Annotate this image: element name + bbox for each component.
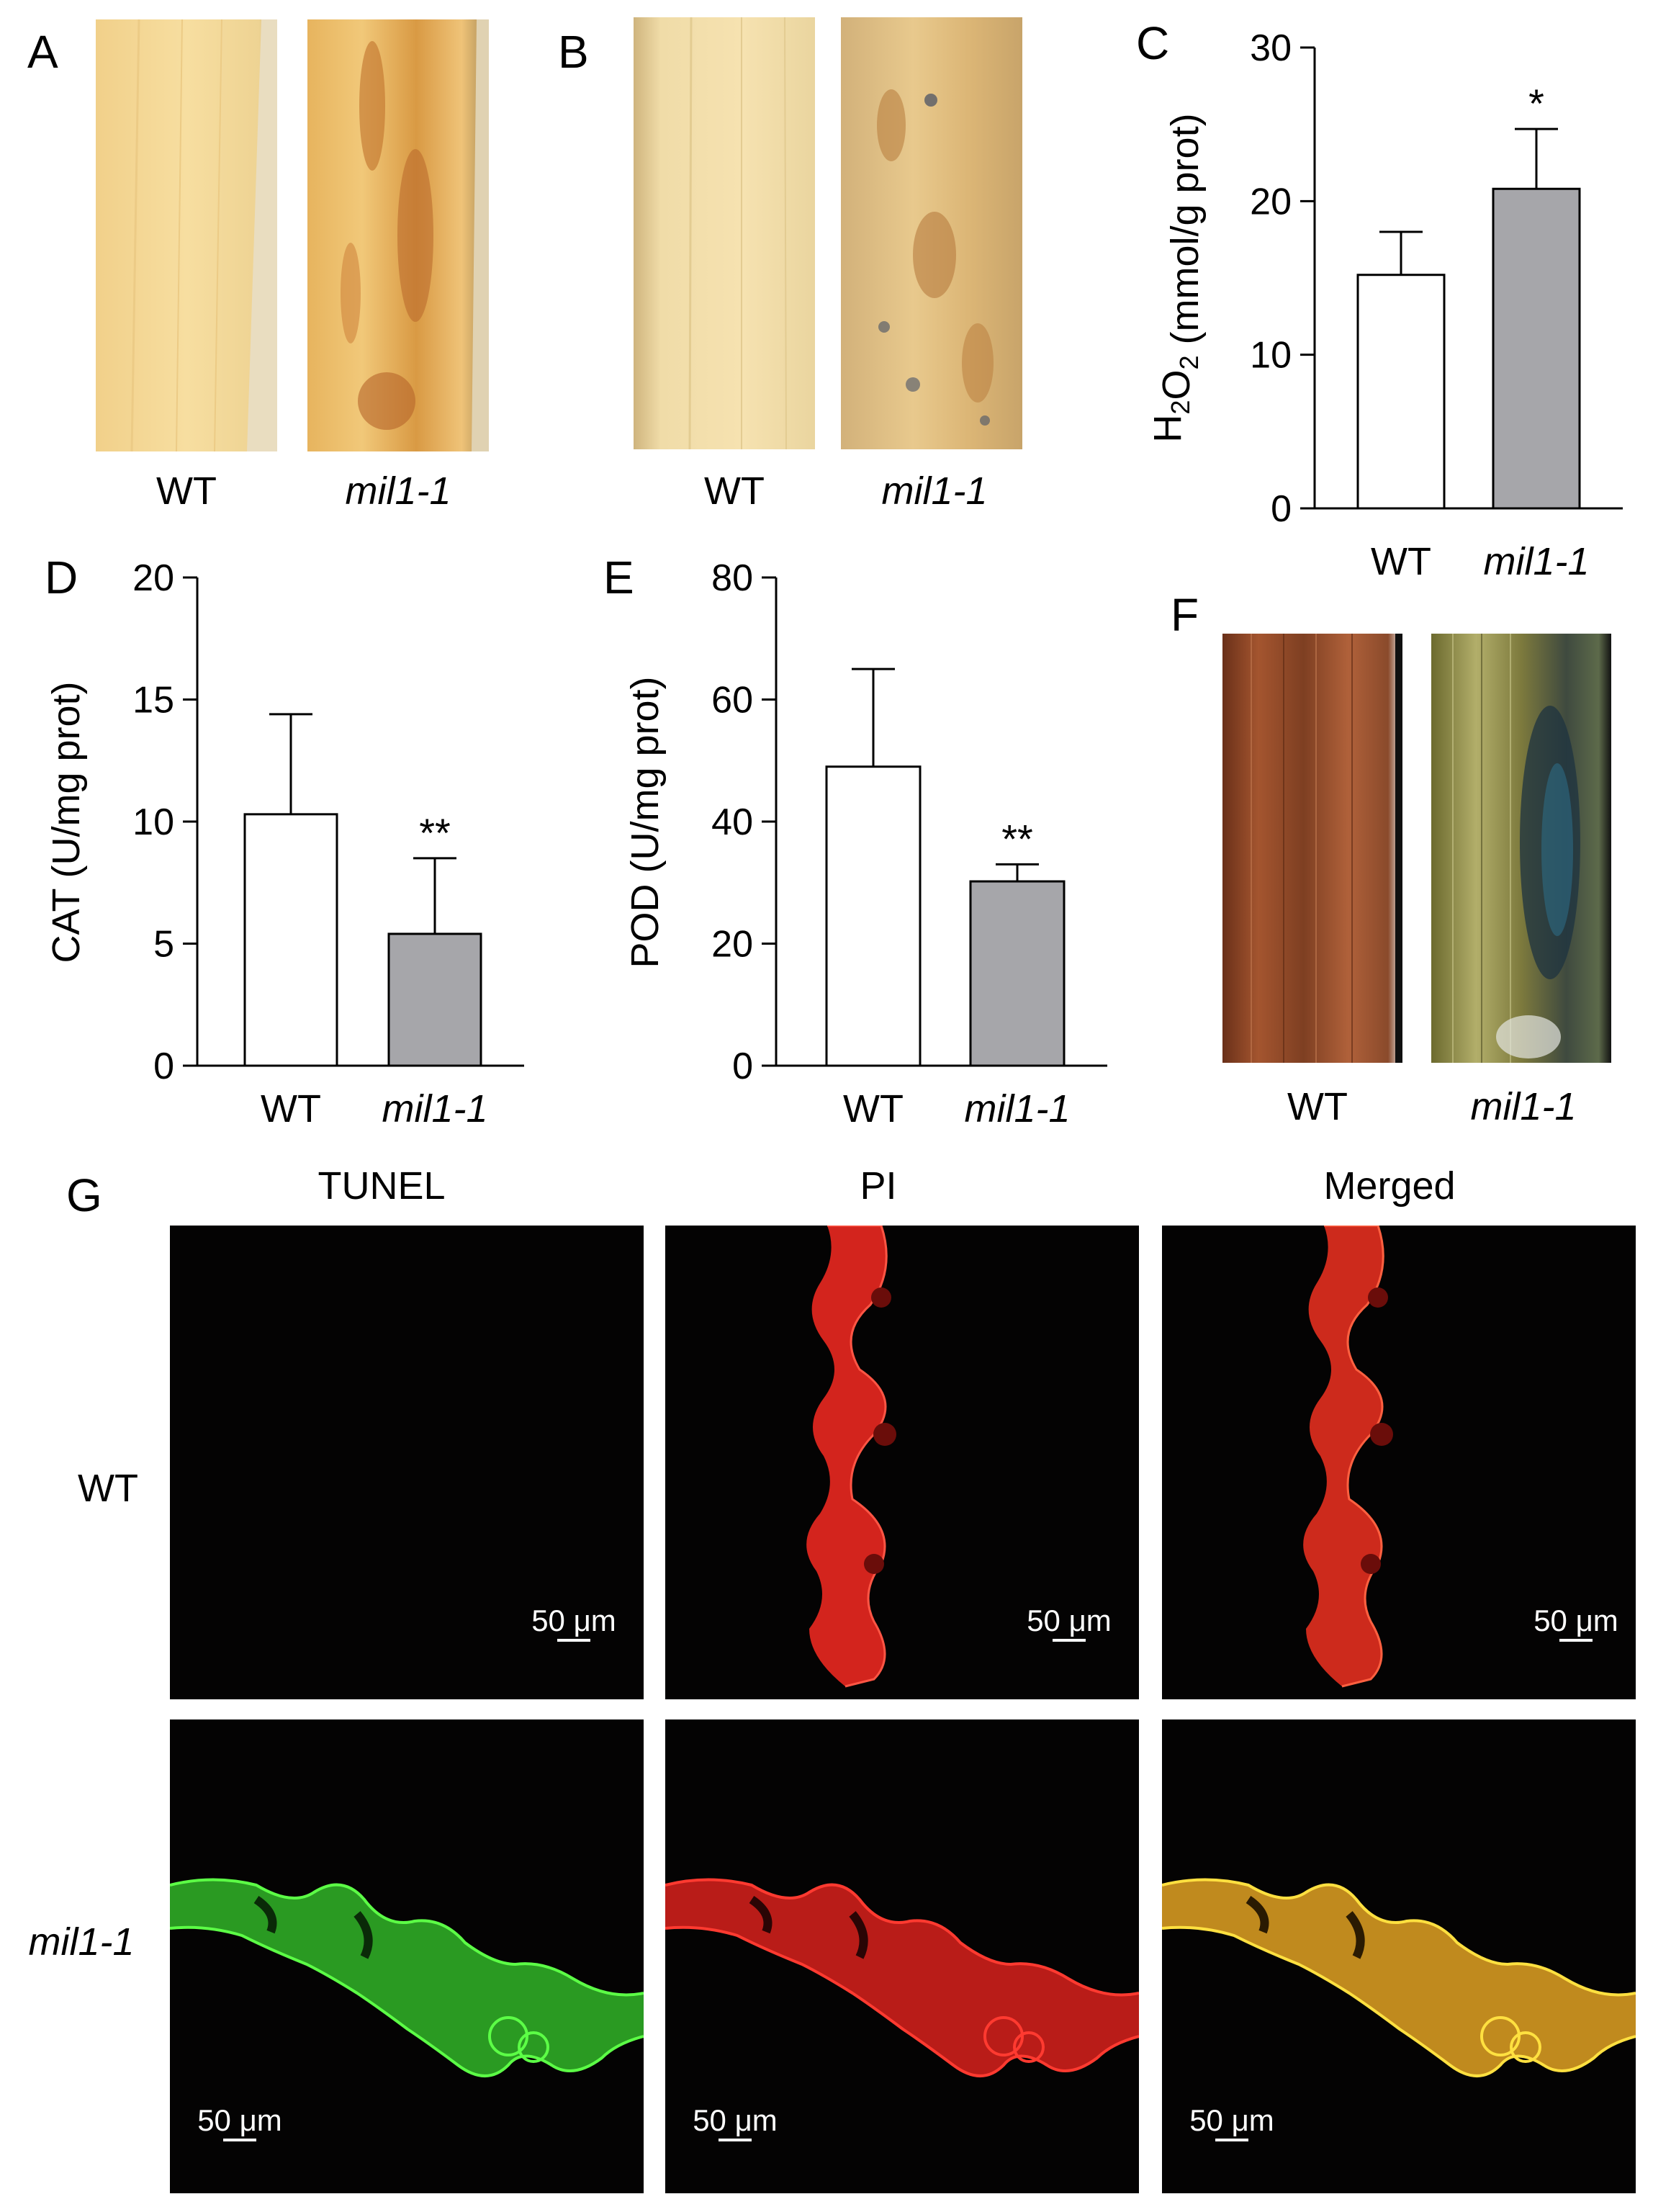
significance-marker: * bbox=[1528, 81, 1544, 126]
y-tick-label: 20 bbox=[132, 557, 174, 599]
y-tick-label: 15 bbox=[132, 680, 174, 721]
caption-a-mutant: mil1-1 bbox=[345, 469, 451, 513]
leaf-image bbox=[1431, 634, 1611, 1063]
caption-b-wt: WT bbox=[704, 469, 765, 513]
panel-label-d: D bbox=[45, 552, 78, 603]
category-label: WT bbox=[843, 1087, 904, 1130]
leaf-photo-a-mutant bbox=[307, 19, 489, 451]
bar-wt bbox=[825, 765, 922, 1067]
tissue-section bbox=[1162, 1878, 1636, 2077]
y-tick-label: 0 bbox=[1271, 488, 1292, 530]
category-label: WT bbox=[1371, 540, 1431, 583]
leaf-image bbox=[1222, 634, 1402, 1063]
chart-h2o2: WT * mil1-1 0 10 20 30 H2O2 (mmol/g prot) bbox=[1146, 27, 1623, 583]
micrograph-wt-tunel: 50 μm bbox=[170, 1226, 644, 1699]
tissue-section bbox=[806, 1226, 896, 1688]
micrograph-mutant-merged: 50 μm bbox=[1162, 1719, 1636, 2193]
leaf-image bbox=[634, 17, 815, 449]
y-tick-label: 60 bbox=[711, 680, 753, 721]
caption-f-wt: WT bbox=[1287, 1085, 1348, 1128]
panel-label-b: B bbox=[558, 26, 589, 78]
caption-a-wt: WT bbox=[156, 469, 217, 513]
bar-wt bbox=[1356, 274, 1446, 510]
scale-bar-label: 50 μm bbox=[531, 1604, 616, 1637]
y-tick-label: 20 bbox=[1250, 181, 1292, 222]
scale-bar-label: 50 μm bbox=[693, 2103, 778, 2137]
leaf-photo-a-wt bbox=[96, 19, 277, 451]
category-label: mil1-1 bbox=[964, 1087, 1070, 1130]
micrograph-mutant-tunel: 50 μm bbox=[170, 1719, 644, 2193]
bar-mil1-1 bbox=[1492, 187, 1581, 510]
tissue-section bbox=[665, 1878, 1139, 2077]
panel-label-c: C bbox=[1136, 17, 1170, 69]
column-header-tunel: TUNEL bbox=[317, 1164, 446, 1208]
y-tick-label: 30 bbox=[1250, 27, 1292, 69]
tissue-section bbox=[1303, 1226, 1393, 1688]
leaf-image bbox=[307, 19, 489, 451]
y-tick-label: 5 bbox=[153, 924, 174, 966]
leaf-photo-b-mutant bbox=[841, 17, 1022, 449]
scale-bar-label: 50 μm bbox=[197, 2103, 282, 2137]
y-axis-label: CAT (U/mg prot) bbox=[45, 681, 88, 963]
bar-mil1-1 bbox=[969, 880, 1066, 1067]
scale-bar-label: 50 μm bbox=[1027, 1604, 1112, 1637]
significance-marker: ** bbox=[1001, 816, 1033, 861]
y-tick-label: 10 bbox=[132, 801, 174, 843]
scale-bar-label: 50 μm bbox=[1189, 2103, 1274, 2137]
y-tick-label: 80 bbox=[711, 557, 753, 599]
scale-bar: 50 μm bbox=[1015, 1606, 1123, 1642]
y-tick-label: 10 bbox=[1250, 335, 1292, 377]
y-tick-label: 0 bbox=[732, 1046, 753, 1087]
chart-cat: WT ** mil1-1 0 5 10 15 20 CAT (U/mg prot) bbox=[45, 557, 524, 1130]
category-label: WT bbox=[261, 1087, 321, 1130]
scale-bar: 50 μm bbox=[1522, 1606, 1630, 1642]
panel-label-g: G bbox=[66, 1169, 102, 1221]
panel-label-a: A bbox=[27, 26, 58, 78]
stain-photo-f-wt bbox=[1222, 634, 1402, 1063]
micrograph-mutant-pi: 50 μm bbox=[665, 1719, 1139, 2193]
y-axis-label: H2O2 (mmol/g prot) bbox=[1146, 113, 1207, 442]
scale-bar: 50 μm bbox=[186, 2105, 294, 2141]
stain-photo-f-mutant bbox=[1431, 634, 1611, 1063]
caption-f-mutant: mil1-1 bbox=[1470, 1085, 1577, 1128]
y-tick-label: 40 bbox=[711, 801, 753, 843]
scale-bar-label: 50 μm bbox=[1533, 1604, 1618, 1637]
micrograph-wt-merged: 50 μm bbox=[1162, 1226, 1636, 1699]
chart-pod: WT ** mil1-1 0 20 40 60 80 POD (U/mg prot) bbox=[623, 557, 1107, 1130]
scale-bar: 50 μm bbox=[681, 2105, 789, 2141]
scale-bar: 50 μm bbox=[520, 1606, 628, 1642]
micrograph-wt-pi: 50 μm bbox=[665, 1226, 1139, 1699]
row-label-mutant: mil1-1 bbox=[28, 1920, 135, 1964]
y-tick-label: 0 bbox=[153, 1046, 174, 1087]
y-axis-label: POD (U/mg prot) bbox=[623, 676, 667, 968]
y-tick-label: 20 bbox=[711, 924, 753, 966]
bar-wt bbox=[243, 813, 338, 1067]
scale-bar: 50 μm bbox=[1178, 2105, 1286, 2141]
bar-mil1-1 bbox=[387, 932, 482, 1067]
column-header-merged: Merged bbox=[1323, 1164, 1456, 1208]
tissue-section bbox=[170, 1878, 644, 2077]
row-label-wt: WT bbox=[78, 1467, 138, 1510]
panel-label-e: E bbox=[603, 552, 634, 603]
category-label: mil1-1 bbox=[1483, 540, 1589, 583]
leaf-image bbox=[841, 17, 1022, 449]
leaf-image bbox=[96, 19, 277, 451]
caption-b-mutant: mil1-1 bbox=[881, 469, 988, 513]
category-label: mil1-1 bbox=[382, 1087, 487, 1130]
leaf-photo-b-wt bbox=[634, 17, 815, 449]
column-header-pi: PI bbox=[860, 1164, 897, 1208]
significance-marker: ** bbox=[419, 810, 451, 855]
panel-label-f: F bbox=[1171, 589, 1199, 641]
